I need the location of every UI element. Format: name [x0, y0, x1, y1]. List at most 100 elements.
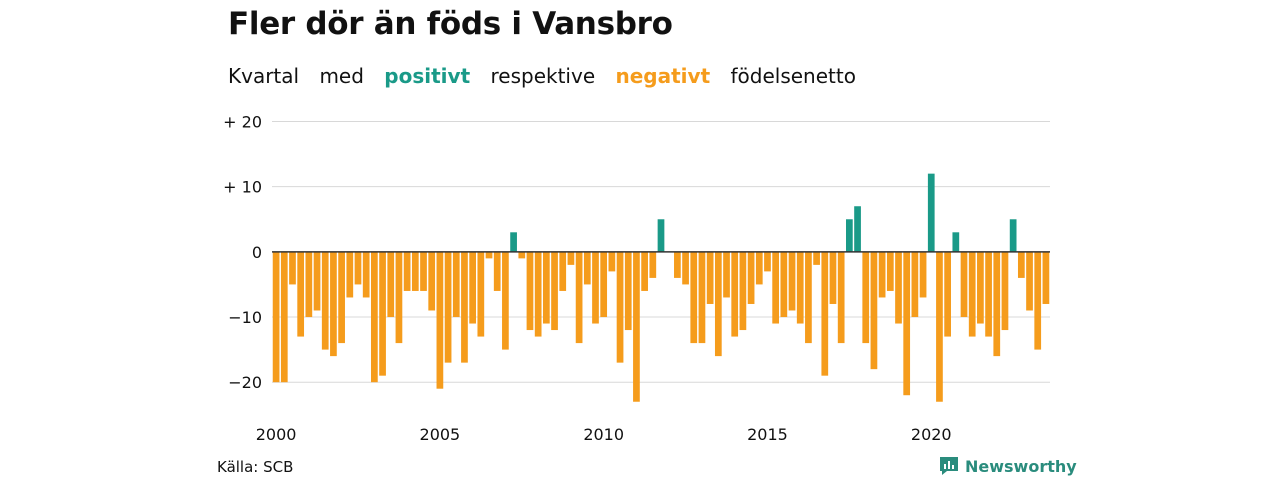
bar — [477, 251, 485, 337]
bar — [534, 251, 542, 337]
bar — [624, 251, 632, 331]
subtitle-word: respektive — [490, 64, 596, 88]
brand-name: Newsworthy — [965, 456, 1077, 476]
bar — [469, 251, 476, 324]
y-tick-label: −10 — [228, 308, 262, 327]
bar — [657, 219, 665, 252]
newsworthy-icon — [940, 457, 958, 475]
bar — [796, 251, 804, 324]
bar — [854, 206, 861, 252]
bar — [870, 251, 878, 370]
bar — [944, 251, 951, 337]
y-tick-label: + 20 — [223, 113, 262, 132]
bar — [444, 251, 452, 363]
bar — [559, 251, 567, 291]
bar — [297, 251, 305, 337]
bar — [600, 251, 608, 318]
bar-series — [272, 173, 1050, 402]
chart-subtitle: Kvartal med positivt respektive negativt… — [228, 64, 870, 88]
x-tick-label: 2015 — [747, 425, 788, 444]
bar — [641, 251, 648, 291]
bar — [272, 251, 280, 383]
y-tick-label: + 10 — [223, 178, 262, 197]
bar — [772, 251, 780, 324]
x-axis-labels: 2000 2005 2010 2015 2020 — [256, 425, 952, 444]
bar — [682, 251, 689, 285]
bar — [919, 251, 927, 298]
bar — [1009, 219, 1017, 252]
bar — [305, 251, 313, 318]
x-tick-label: 2000 — [256, 425, 297, 444]
bar — [714, 251, 722, 357]
bar — [379, 251, 386, 376]
bar — [1042, 251, 1050, 304]
bar — [698, 251, 706, 344]
bar — [886, 251, 894, 291]
bar — [411, 251, 419, 291]
bar — [313, 251, 321, 311]
bar — [706, 251, 714, 304]
bar — [567, 251, 575, 265]
bar — [862, 251, 870, 344]
bar — [1034, 251, 1042, 350]
bar — [387, 251, 395, 318]
subtitle-word: Kvartal — [228, 64, 300, 88]
subtitle-negative-label: negativt — [615, 64, 711, 88]
bar — [968, 251, 976, 337]
bar — [436, 251, 444, 389]
bar — [813, 251, 820, 265]
y-axis-labels: + 20 + 10 0 −10 −20 — [223, 113, 262, 393]
bar — [911, 251, 919, 318]
source-note: Källa: SCB — [217, 458, 294, 476]
bar — [829, 251, 837, 304]
bar — [616, 251, 624, 363]
bar — [280, 251, 288, 383]
bar — [960, 251, 968, 318]
bar — [977, 251, 984, 324]
bar — [354, 251, 362, 285]
subtitle-word: födelsenetto — [730, 64, 856, 88]
bar — [395, 251, 403, 344]
bar — [739, 251, 747, 331]
bar — [362, 251, 370, 298]
bar — [649, 251, 657, 278]
chart-title: Fler dör än föds i Vansbro — [228, 6, 673, 42]
bar — [731, 251, 739, 337]
bar — [837, 251, 845, 344]
bar — [518, 251, 526, 259]
bar — [690, 251, 698, 344]
x-tick-label: 2020 — [911, 425, 952, 444]
bar — [526, 251, 534, 331]
y-tick-label: 0 — [252, 243, 262, 262]
subtitle-positive-label: positivt — [384, 64, 471, 88]
bar — [985, 251, 992, 337]
bar — [608, 251, 616, 272]
bar — [993, 251, 1001, 357]
bar — [551, 251, 558, 331]
bar — [1001, 251, 1009, 331]
x-tick-label: 2010 — [583, 425, 624, 444]
bar — [846, 219, 853, 252]
bar — [371, 251, 378, 383]
bar — [788, 251, 796, 311]
bar — [289, 251, 296, 285]
bar — [723, 251, 730, 298]
bar — [903, 251, 911, 396]
bar — [952, 232, 960, 252]
bar — [633, 251, 640, 402]
bar — [542, 251, 550, 324]
bar — [747, 251, 755, 304]
bar — [428, 251, 436, 311]
bar — [583, 251, 591, 285]
bar — [321, 251, 329, 350]
bar — [452, 251, 460, 318]
bar — [1017, 251, 1025, 278]
bar — [927, 173, 935, 252]
y-tick-label: −20 — [228, 373, 262, 392]
bar — [936, 251, 943, 402]
bar — [755, 251, 763, 285]
bar — [1026, 251, 1033, 311]
bar — [485, 251, 493, 259]
bar — [510, 232, 517, 252]
